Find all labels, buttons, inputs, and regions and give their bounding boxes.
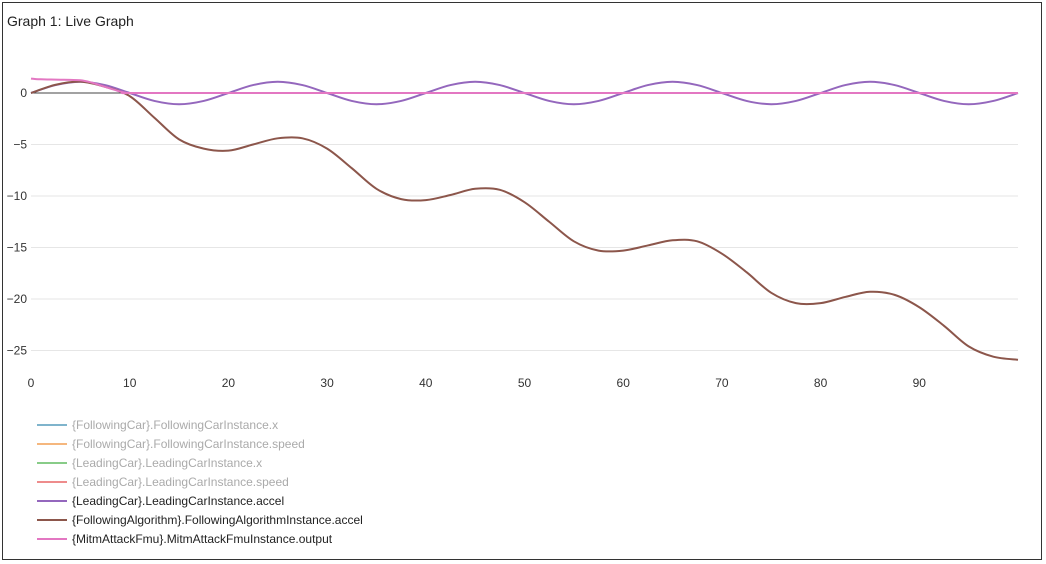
legend-label: {MitmAttackFmu}.MitmAttackFmuInstance.ou… <box>72 531 333 546</box>
legend-label: {FollowingCar}.FollowingCarInstance.spee… <box>72 436 305 451</box>
y-tick-label: −20 <box>7 292 28 306</box>
x-tick-label: 0 <box>28 376 35 390</box>
legend-item[interactable]: {LeadingCar}.LeadingCarInstance.x <box>37 453 363 472</box>
graph-title: Graph 1: Live Graph <box>7 13 134 29</box>
y-tick-label: 0 <box>20 86 27 100</box>
x-tick-label: 20 <box>222 376 236 390</box>
x-axis-ticks: 0 10 20 30 40 50 60 70 80 90 <box>28 376 927 390</box>
legend-label: {FollowingCar}.FollowingCarInstance.x <box>72 417 279 432</box>
legend-item[interactable]: {MitmAttackFmu}.MitmAttackFmuInstance.ou… <box>37 529 363 548</box>
legend-label: {FollowingAlgorithm}.FollowingAlgorithmI… <box>72 512 363 527</box>
legend-swatch <box>37 480 67 483</box>
legend-swatch <box>37 499 67 502</box>
x-tick-label: 60 <box>617 376 631 390</box>
series-line <box>30 80 1019 361</box>
y-tick-label: −15 <box>7 241 28 255</box>
legend-label: {LeadingCar}.LeadingCarInstance.accel <box>72 493 285 508</box>
x-tick-label: 90 <box>913 376 927 390</box>
y-tick-label: −10 <box>7 189 28 203</box>
legend: {FollowingCar}.FollowingCarInstance.x {Fo… <box>37 415 363 548</box>
legend-item[interactable]: {FollowingCar}.FollowingCarInstance.spee… <box>37 434 363 453</box>
x-tick-label: 40 <box>419 376 433 390</box>
y-tick-label: −5 <box>13 138 27 152</box>
series-line <box>30 77 1018 95</box>
legend-swatch <box>37 423 67 426</box>
grid-lines <box>31 92 1018 351</box>
legend-label: {LeadingCar}.LeadingCarInstance.speed <box>72 474 289 489</box>
x-tick-label: 70 <box>715 376 729 390</box>
legend-label: {LeadingCar}.LeadingCarInstance.x <box>72 455 263 470</box>
x-tick-label: 50 <box>518 376 532 390</box>
y-axis-ticks: 0 −5 −10 −15 −20 −25 <box>7 86 28 358</box>
legend-item[interactable]: {LeadingCar}.LeadingCarInstance.accel <box>37 491 363 510</box>
legend-item[interactable]: {FollowingCar}.FollowingCarInstance.x <box>37 415 363 434</box>
legend-item[interactable]: {LeadingCar}.LeadingCarInstance.speed <box>37 472 363 491</box>
legend-swatch <box>37 442 67 445</box>
x-tick-label: 10 <box>123 376 137 390</box>
legend-swatch <box>37 537 67 540</box>
series-lines <box>30 77 1019 361</box>
legend-item[interactable]: {FollowingAlgorithm}.FollowingAlgorithmI… <box>37 510 363 529</box>
line-chart[interactable]: 0 −5 −10 −15 −20 −25 0 10 20 30 40 50 60 70 80 90 <box>3 3 1043 403</box>
x-tick-label: 30 <box>320 376 334 390</box>
y-tick-label: −25 <box>7 344 28 358</box>
legend-swatch <box>37 461 67 464</box>
legend-swatch <box>37 518 67 521</box>
x-tick-label: 80 <box>814 376 828 390</box>
